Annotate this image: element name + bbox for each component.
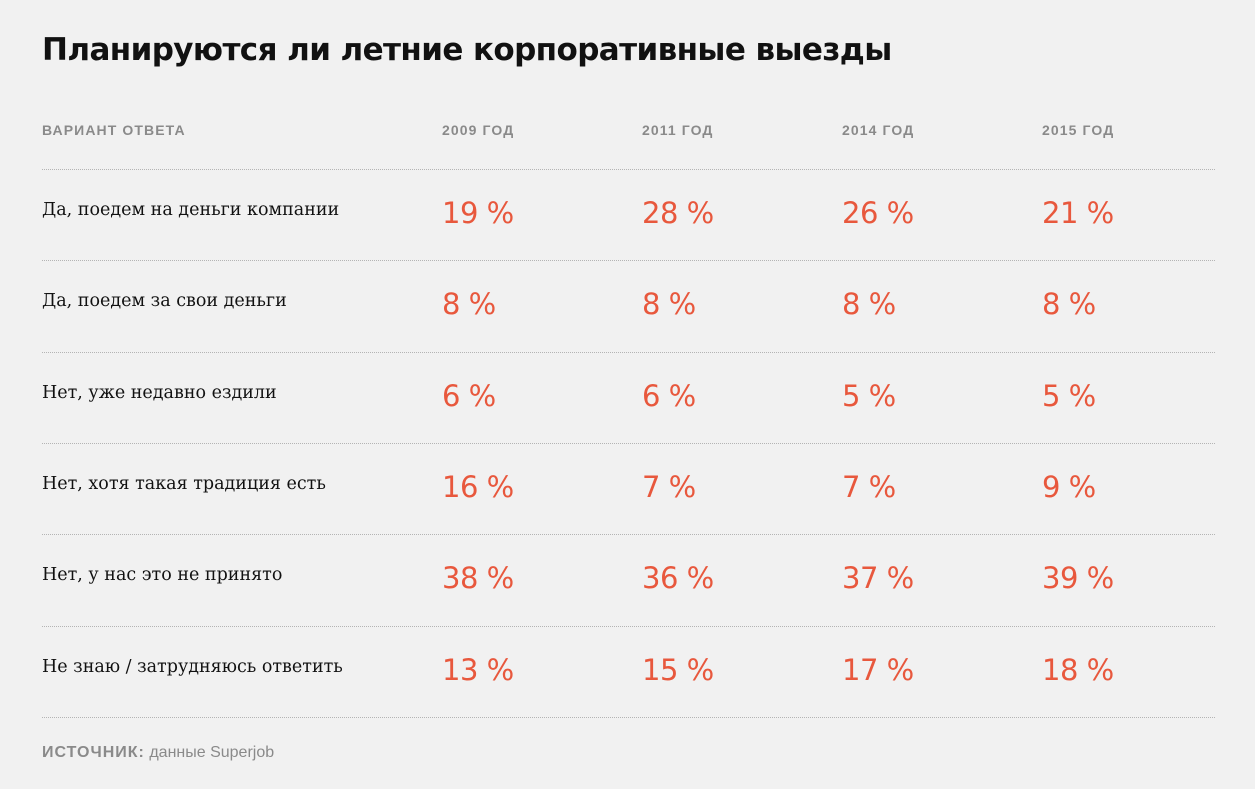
value-cell: 15 % xyxy=(642,653,714,687)
value-cell: 19 % xyxy=(442,196,514,230)
row-divider xyxy=(42,352,1215,353)
row-divider xyxy=(42,717,1215,718)
value-cell: 5 % xyxy=(842,379,896,413)
source-label: ИСТОЧНИК: xyxy=(42,744,145,761)
row-divider xyxy=(42,443,1215,444)
value-cell: 16 % xyxy=(442,470,514,504)
row-label: Да, поедем на деньги компании xyxy=(42,200,340,220)
header-year-2011: 2011 ГОД xyxy=(642,122,714,138)
value-cell: 37 % xyxy=(842,561,914,595)
row-label: Да, поедем за свои деньги xyxy=(42,291,287,311)
value-cell: 8 % xyxy=(442,287,496,321)
row-label: Нет, уже недавно ездили xyxy=(42,383,277,403)
row-divider xyxy=(42,169,1215,170)
value-cell: 7 % xyxy=(842,470,896,504)
chart-title: Планируются ли летние корпоративные выез… xyxy=(42,32,892,68)
row-divider xyxy=(42,534,1215,535)
value-cell: 28 % xyxy=(642,196,714,230)
value-cell: 9 % xyxy=(1042,470,1096,504)
header-answer-option: ВАРИАНТ ОТВЕТА xyxy=(42,122,186,138)
table-row: Не знаю / затрудняюсь ответить 13 % 15 % 17… xyxy=(0,626,1255,717)
value-cell: 17 % xyxy=(842,653,914,687)
value-cell: 26 % xyxy=(842,196,914,230)
value-cell: 8 % xyxy=(1042,287,1096,321)
value-cell: 8 % xyxy=(842,287,896,321)
row-divider xyxy=(42,626,1215,627)
value-cell: 7 % xyxy=(642,470,696,504)
row-label: Нет, хотя такая традиция есть xyxy=(42,474,326,494)
value-cell: 13 % xyxy=(442,653,514,687)
value-cell: 6 % xyxy=(642,379,696,413)
source-note: ИСТОЧНИК: данные Superjob xyxy=(42,741,274,765)
value-cell: 21 % xyxy=(1042,196,1114,230)
value-cell: 18 % xyxy=(1042,653,1114,687)
header-year-2009: 2009 ГОД xyxy=(442,122,515,138)
table-row: Да, поедем на деньги компании 19 % 28 % 26 … xyxy=(0,169,1255,260)
value-cell: 38 % xyxy=(442,561,514,595)
table-row: Да, поедем за свои деньги 8 % 8 % 8 % 8 % xyxy=(0,260,1255,351)
value-cell: 5 % xyxy=(1042,379,1096,413)
source-text: данные Superjob xyxy=(149,744,275,761)
value-cell: 6 % xyxy=(442,379,496,413)
value-cell: 36 % xyxy=(642,561,714,595)
table-row: Нет, у нас это не принято 38 % 36 % 37 % 39 … xyxy=(0,534,1255,625)
value-cell: 8 % xyxy=(642,287,696,321)
table-row: Нет, хотя такая традиция есть 16 % 7 % 7 % 9… xyxy=(0,443,1255,534)
header-year-2015: 2015 ГОД xyxy=(1042,122,1115,138)
row-label: Нет, у нас это не принято xyxy=(42,565,283,585)
row-label: Не знаю / затрудняюсь ответить xyxy=(42,657,343,677)
table-row: Нет, уже недавно ездили 6 % 6 % 5 % 5 % xyxy=(0,352,1255,443)
table-header: ВАРИАНТ ОТВЕТА 2009 ГОД 2011 ГОД 2014 ГО… xyxy=(0,118,1255,142)
value-cell: 39 % xyxy=(1042,561,1114,595)
header-year-2014: 2014 ГОД xyxy=(842,122,915,138)
row-divider xyxy=(42,260,1215,261)
